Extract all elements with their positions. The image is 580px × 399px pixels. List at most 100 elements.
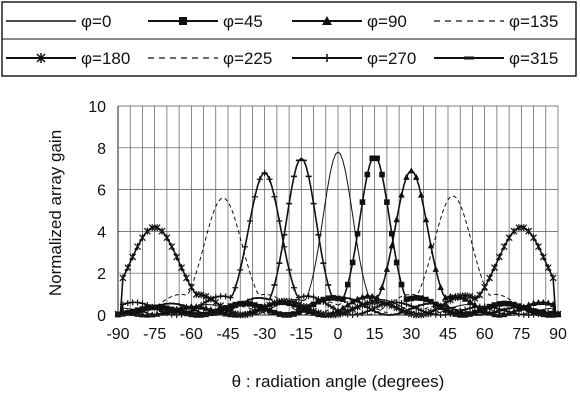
y-tick-label: 10 [88,99,106,116]
x-tick-label: -30 [253,326,276,343]
tick-labels: -90 -75 -60 -45 -30 -15 0 15 30 45 60 75 90 0 2 4 6 8 10 [88,99,567,343]
data-point [173,305,180,312]
legend-label: φ=45 [223,12,263,31]
data-point [271,309,278,316]
legend-label: φ=0 [81,12,111,31]
data-point [505,234,513,242]
data-point [178,264,185,272]
y-axis-label: Normalized array gain [46,130,65,296]
x-axis-label: θ : radiation angle (degrees) [232,372,445,391]
data-point [251,308,259,316]
data-point [374,303,381,310]
data-point [442,307,449,313]
data-point [134,299,141,306]
data-point [511,301,517,308]
data-point [119,301,126,308]
data-point [549,274,557,282]
data-point [261,303,269,311]
data-point [207,306,215,313]
data-point [143,227,151,235]
data-point [207,296,214,303]
data-point [501,311,508,318]
data-point [232,284,239,291]
data-point [447,310,454,317]
data-point [246,310,254,318]
data-point [466,292,474,300]
data-point [344,301,351,308]
data-point [188,311,195,318]
series-layer [114,151,562,319]
data-point [472,309,478,316]
data-point [374,155,380,162]
data-point [295,300,303,308]
data-point [359,293,366,300]
data-point [232,301,239,308]
data-point [335,307,341,314]
data-point [476,307,483,314]
legend-item: φ=315 [434,49,558,68]
data-point [393,299,400,306]
x-tick-label: 60 [476,326,494,343]
legend-item: φ=0 [6,12,111,31]
data-point [369,155,376,162]
data-point [398,300,405,307]
legend-label: φ=270 [367,49,416,68]
data-point [349,305,357,313]
data-point [495,253,503,261]
data-point [442,294,449,301]
data-point [408,295,415,302]
data-point [378,283,386,290]
data-point [530,234,537,242]
legend-marker [179,17,187,25]
data-point [178,304,185,311]
legend-item: φ=90 [292,12,407,31]
data-point [286,266,293,273]
data-point [403,173,410,180]
data-point [198,301,205,308]
data-point [325,301,332,308]
data-point [520,224,528,232]
data-point [423,296,429,303]
data-point [393,216,400,223]
data-point [501,300,508,307]
data-point [212,307,219,314]
y-tick-label: 0 [97,308,106,325]
legend-label: φ=315 [509,49,558,68]
data-point [344,281,351,288]
data-point [139,311,146,318]
data-point [139,234,146,242]
data-point [227,294,234,301]
data-point [354,230,361,237]
x-tick-label: -90 [106,326,129,343]
x-tick-label: -60 [180,326,203,343]
series-line [118,197,558,316]
data-point [413,173,420,180]
data-point [418,307,425,314]
data-point [540,298,547,305]
data-point [359,199,366,205]
legend-item: φ=225 [148,49,272,68]
data-point [384,199,390,205]
data-point [388,230,395,237]
grid [117,105,559,316]
data-point [168,306,175,314]
data-point [202,304,210,311]
data-point [134,243,141,251]
data-point [163,234,171,242]
data-point [119,274,127,282]
axes [117,106,558,316]
data-point [242,243,249,250]
data-point [144,301,151,308]
data-point [208,310,214,317]
data-point [330,305,337,312]
data-point [393,259,400,266]
legend-label: φ=225 [223,49,272,68]
legend-item: φ=135 [434,12,558,31]
data-point [447,296,454,304]
data-point [266,307,273,314]
x-tick-label: -15 [290,326,313,343]
data-point [251,193,258,200]
data-point [379,171,385,178]
data-point [515,311,522,318]
data-point [300,302,308,310]
